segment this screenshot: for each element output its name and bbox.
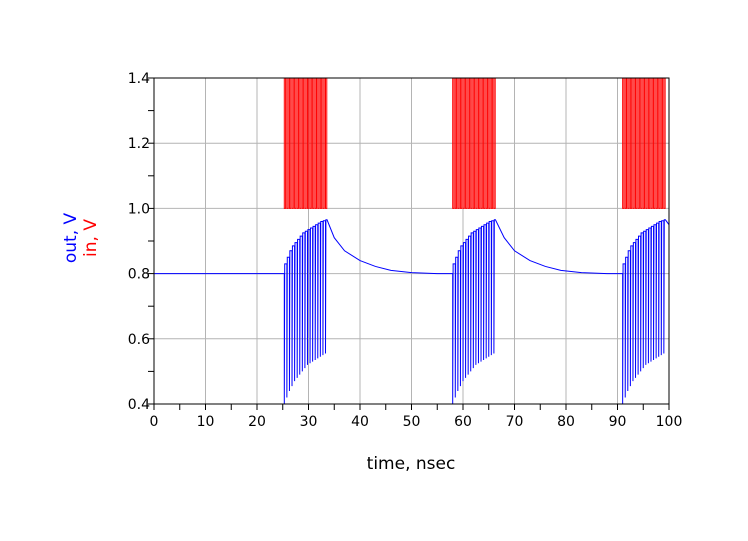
x-tick-label: 40 — [351, 414, 369, 430]
x-tick-label: 0 — [150, 414, 159, 430]
x-tick-label: 10 — [197, 414, 215, 430]
x-tick-label: 100 — [656, 414, 683, 430]
plot-area — [154, 77, 670, 405]
x-tick-label: 60 — [454, 414, 472, 430]
x-tick-label: 90 — [609, 414, 627, 430]
series-in-line — [154, 77, 669, 209]
grid — [153, 77, 670, 405]
x-tick-label: 50 — [403, 414, 421, 430]
series-out-line — [154, 219, 670, 405]
y-tick-label: 1.0 — [128, 201, 150, 217]
x-axis-label: time, nsec — [367, 454, 456, 474]
y-axis-label-out: out, V — [61, 212, 81, 263]
y-tick-label: 1.4 — [128, 71, 150, 87]
y-tick-label: 1.2 — [128, 136, 150, 152]
x-tick-label: 70 — [506, 414, 524, 430]
axis-ticks: 0 10 20 30 40 50 60 70 80 90 100 0.4 0.6 0.8 1.0 1.2 1.4 — [128, 71, 683, 430]
x-tick-label: 30 — [300, 414, 318, 430]
y-tick-label: 0.4 — [128, 397, 150, 413]
x-tick-label: 80 — [557, 414, 575, 430]
y-tick-label: 0.6 — [128, 332, 150, 348]
y-axis-label-in: in, V — [81, 219, 101, 257]
y-tick-label: 0.8 — [128, 267, 150, 283]
x-tick-label: 20 — [248, 414, 266, 430]
